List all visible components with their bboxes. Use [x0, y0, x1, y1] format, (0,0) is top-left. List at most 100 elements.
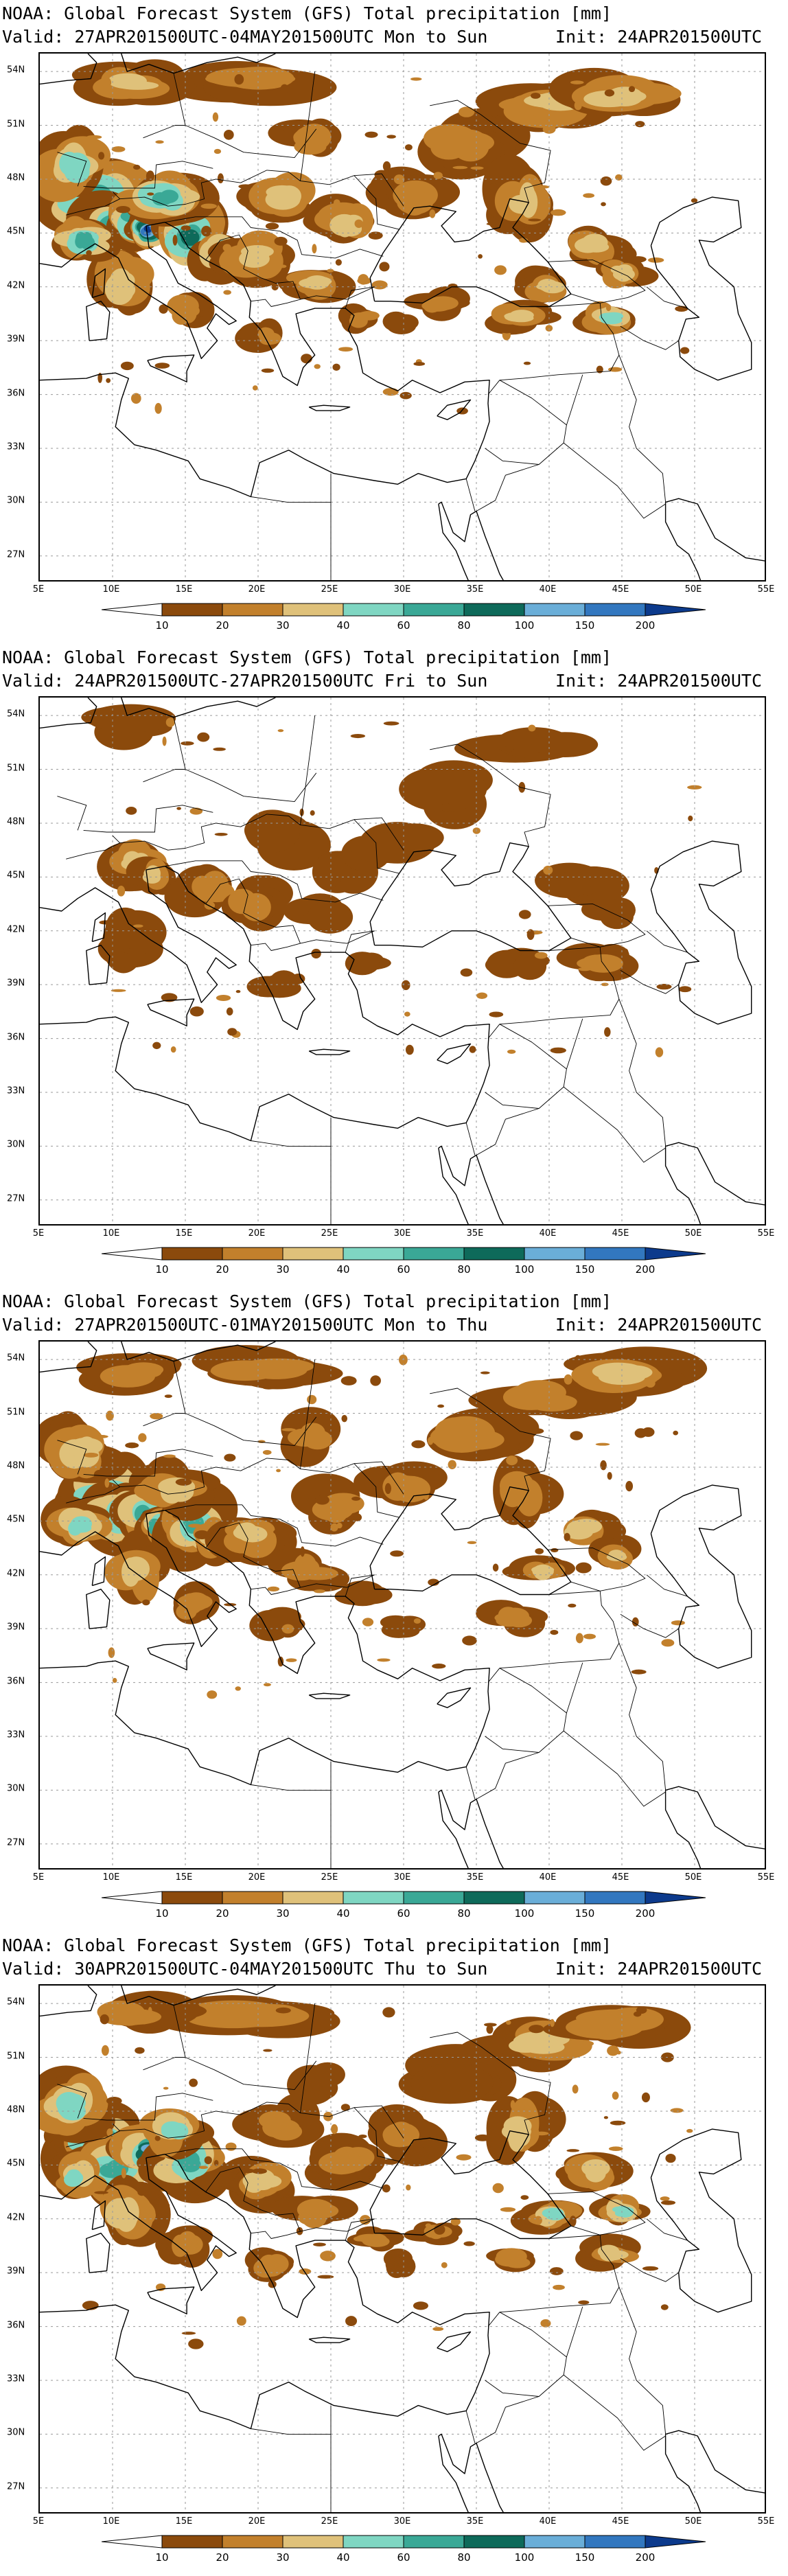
country-border [345, 1574, 375, 1597]
precip-cell [97, 372, 103, 383]
precip-cell [331, 2124, 338, 2135]
precip-area [548, 2209, 564, 2218]
colorbar [102, 1247, 706, 1261]
coastline [86, 2233, 111, 2273]
precip-cell [170, 1046, 176, 1053]
country-border [57, 796, 87, 831]
precip-cell [358, 274, 369, 285]
colorbar-level-label: 100 [514, 1263, 535, 1276]
precip-cell [158, 2211, 168, 2219]
country-border [143, 125, 185, 139]
precip-cell [216, 994, 231, 1001]
precip-area [581, 233, 608, 251]
coastline [40, 1986, 97, 2017]
precip-cell [499, 326, 515, 334]
precip-cell [570, 80, 584, 84]
precip-cell [607, 2045, 619, 2056]
colorbar-segment [161, 603, 223, 617]
colorbar-segment [524, 1891, 586, 1905]
coastline [40, 225, 237, 359]
coastline [86, 945, 111, 985]
country-border [620, 1613, 679, 1638]
country-border [430, 2032, 551, 2135]
coastline [121, 1986, 276, 2006]
longitude-label: 15E [175, 584, 193, 595]
precip-cell [338, 347, 354, 352]
precip-area [600, 317, 623, 325]
precip-cell [252, 2168, 267, 2174]
precip-cell [467, 1541, 477, 1544]
precip-cell [120, 361, 134, 371]
latitude-label: 30N [7, 2427, 25, 2438]
precip-area [105, 907, 145, 950]
colorbar-segment [403, 1247, 465, 1261]
precip-cell [83, 1452, 99, 1458]
precip-cell [631, 1669, 647, 1675]
latitude-label: 54N [7, 709, 25, 720]
precip-cell [164, 2203, 170, 2207]
precip-cell [549, 2267, 564, 2275]
longitude-label: 45E [612, 1228, 629, 1239]
coastline [308, 1048, 351, 1055]
colorbar-segment [343, 2535, 404, 2549]
panel-title: NOAA: Global Forecast System (GFS) Total… [2, 647, 612, 667]
precip-cell [596, 365, 603, 373]
precip-area [266, 974, 298, 998]
precip-cell [225, 2142, 237, 2151]
precip-cell [161, 993, 178, 1002]
precip-cell [486, 222, 503, 226]
precip-cell [534, 2216, 542, 2225]
coastline [665, 1142, 765, 1206]
precip-cell [528, 724, 536, 732]
coastline [40, 221, 490, 498]
precip-area [310, 2062, 345, 2087]
latitude-label: 42N [7, 280, 25, 291]
precip-cell [686, 2128, 693, 2133]
country-border [487, 1581, 620, 1683]
precip-cell [274, 236, 288, 246]
coastline [147, 2286, 195, 2314]
country-border [143, 1413, 185, 1427]
precip-area [318, 2151, 364, 2174]
country-border [646, 2218, 688, 2241]
colorbar-level-label: 150 [575, 2551, 595, 2564]
precip-cell [204, 2156, 212, 2165]
country-border [57, 152, 87, 187]
precip-cell [197, 732, 210, 742]
precip-cell [281, 126, 298, 132]
precip-cell [404, 1011, 410, 1017]
latitude-label: 27N [7, 2481, 25, 2492]
precip-cell [317, 2275, 334, 2279]
country-border [345, 2218, 375, 2241]
precip-cell [310, 810, 315, 816]
precip-area [259, 332, 281, 345]
precip-cell [634, 1428, 647, 1438]
colorbar-level-label: 60 [397, 1907, 410, 1920]
precip-cell [411, 1440, 426, 1449]
precip-cell [500, 2052, 513, 2060]
longitude-label: 45E [612, 1872, 629, 1883]
precip-cell [181, 2332, 196, 2335]
latitude-label: 48N [7, 1460, 25, 1471]
precip-area [610, 265, 624, 274]
coastline [40, 2153, 490, 2430]
country-border [430, 100, 551, 203]
precip-cell [152, 1042, 161, 1050]
precip-cell [550, 1629, 559, 1635]
precip-cell [523, 361, 531, 365]
precip-cell [445, 763, 450, 770]
panel-title: NOAA: Global Forecast System (GFS) Total… [2, 1935, 612, 1955]
precip-cell [313, 2242, 326, 2246]
precip-cell [213, 747, 226, 751]
precip-cell [201, 225, 211, 237]
precip-cell [117, 914, 125, 925]
colorbar-segment [222, 603, 283, 617]
precip-cell [147, 192, 154, 196]
init-time: Init: 24APR201500UTC [555, 1959, 762, 1979]
precip-cell [200, 203, 218, 209]
colorbar-segment [524, 603, 586, 617]
precip-cell [214, 832, 228, 836]
precip-area [177, 2234, 203, 2255]
colorbar-segment [463, 603, 525, 617]
precip-cell [607, 1472, 612, 1480]
